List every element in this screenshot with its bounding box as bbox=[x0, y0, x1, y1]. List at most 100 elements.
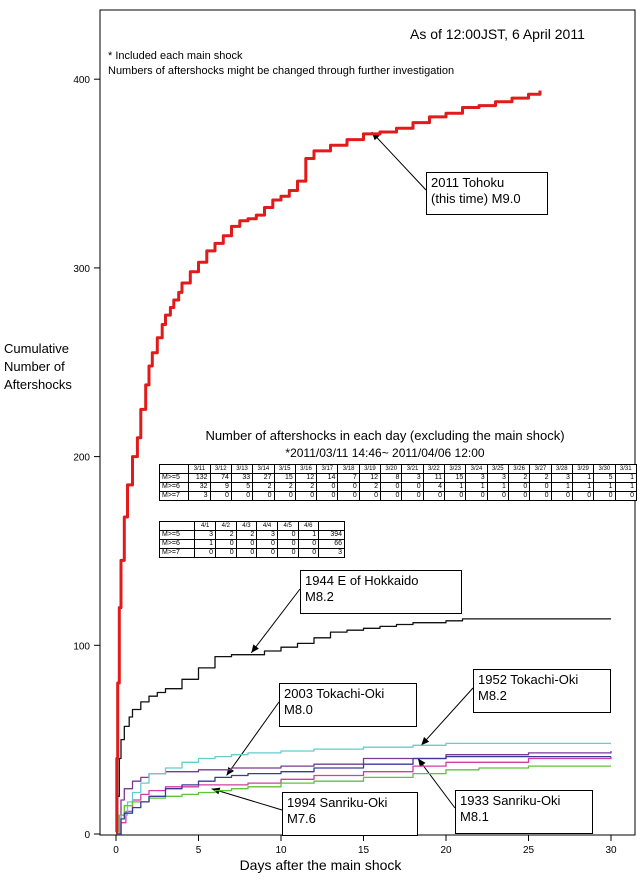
table-date-header: 4/2 bbox=[215, 521, 237, 531]
y-axis-label: Cumulative Number of Aftershocks bbox=[4, 340, 104, 394]
table-row: M>=5 132 74 33 27 15 12 14 7 12 8 3 11 15 3 3 2 2 3 1 5 1 bbox=[158, 473, 638, 483]
table-cell: 0 bbox=[593, 491, 616, 501]
table-cell: 11 bbox=[422, 473, 446, 483]
table-cell: 0 bbox=[380, 491, 403, 501]
table-cell: 12 bbox=[358, 473, 382, 483]
table-date-header: 4/4 bbox=[256, 521, 278, 531]
table-header-row: 3/11 3/12 3/13 3/14 3/15 3/16 3/17 3/18 3/19 3/20… bbox=[158, 464, 638, 474]
arrow-head bbox=[226, 766, 235, 776]
annotation-line: M7.6 bbox=[287, 811, 316, 826]
annotation-line: (this time) M9.0 bbox=[431, 191, 521, 206]
y-tick-label: 0 bbox=[84, 830, 90, 841]
table-date-header: 4/3 bbox=[235, 521, 258, 531]
y-axis-label-line: Cumulative bbox=[4, 341, 70, 356]
table-cell: 2 bbox=[507, 473, 531, 483]
table-cell: 3 bbox=[318, 548, 345, 558]
table-date-header: 3/14 bbox=[252, 464, 275, 474]
table-cell: 0 bbox=[297, 539, 320, 549]
table-cell: 0 bbox=[337, 491, 360, 501]
table-date-header: 3/12 bbox=[209, 464, 232, 474]
y-axis-label-line: Aftershocks bbox=[4, 377, 72, 392]
table-cell: 2 bbox=[529, 473, 552, 483]
series-line bbox=[116, 765, 611, 835]
table-cell: 0 bbox=[194, 548, 217, 558]
table-cell: 0 bbox=[422, 491, 446, 501]
table-cell: 0 bbox=[507, 491, 531, 501]
series-line bbox=[116, 618, 611, 833]
table-cell: 0 bbox=[337, 482, 360, 492]
table-cell: 0 bbox=[276, 548, 299, 558]
table-cell: 3 bbox=[194, 530, 217, 540]
table-cell: 1 bbox=[614, 473, 638, 483]
table-cell: 1 bbox=[593, 482, 616, 492]
y-tick-label: 100 bbox=[73, 641, 90, 652]
annotation-line: M8.0 bbox=[284, 702, 313, 717]
annotation-line: M8.2 bbox=[305, 589, 334, 604]
y-tick-label: 400 bbox=[73, 75, 90, 86]
table-date-header: 3/27 bbox=[529, 464, 552, 474]
series-line bbox=[116, 755, 611, 835]
annotation-line: 1944 E of Hokkaido bbox=[305, 573, 419, 588]
annotation-line: 1933 Sanriku-Oki bbox=[460, 793, 561, 808]
table-cell: 4 bbox=[422, 482, 446, 492]
annotation-line: 2011 Tohoku bbox=[431, 175, 505, 190]
table-cell: 1 bbox=[444, 482, 467, 492]
annotation-line: 1994 Sanriku-Oki bbox=[287, 795, 388, 810]
annotation-line: M8.2 bbox=[478, 688, 507, 703]
table-date-header: 3/15 bbox=[273, 464, 296, 474]
annotation-arrows bbox=[211, 131, 474, 811]
series-lines bbox=[115, 90, 612, 835]
table-cell: 1 bbox=[194, 539, 217, 549]
annotation-arrow bbox=[250, 588, 301, 654]
table-cell: 0 bbox=[529, 482, 552, 492]
table-row-label: M>=7 bbox=[158, 548, 196, 558]
annotation-2003-tokachi-oki: 2003 Tokachi-Oki M8.0 bbox=[279, 683, 417, 727]
series-line bbox=[115, 90, 542, 834]
annotation-arrow bbox=[420, 687, 474, 746]
table-cell: 0 bbox=[401, 482, 424, 492]
table-date-header: 3/17 bbox=[316, 464, 339, 474]
table-date-header: 3/13 bbox=[230, 464, 254, 474]
table-row-label: M>=5 bbox=[158, 530, 196, 540]
arrow-head bbox=[421, 737, 430, 746]
y-tick-label: 300 bbox=[73, 264, 90, 275]
daily-aftershock-table-march: 3/11 3/12 3/13 3/14 3/15 3/16 3/17 3/18 3/19 3/20… bbox=[158, 464, 638, 501]
table-date-header: 3/24 bbox=[465, 464, 488, 474]
table-cell: 0 bbox=[465, 491, 488, 501]
table-cell: 0 bbox=[571, 491, 595, 501]
table-cell: 0 bbox=[235, 548, 258, 558]
table-title: Number of aftershocks in each day (exclu… bbox=[205, 428, 565, 443]
table-cell: 3 bbox=[188, 491, 211, 501]
table-date-header: 3/31 bbox=[614, 464, 638, 474]
y-tick-label: 200 bbox=[73, 453, 90, 464]
table-header-row: 4/1 4/2 4/3 4/4 4/5 4/6 bbox=[158, 521, 345, 531]
x-tick-label: 0 bbox=[113, 845, 119, 856]
annotation-1944-hokkaido: 1944 E of Hokkaido M8.2 bbox=[300, 570, 462, 614]
table-row: M>=6 32 9 5 2 2 2 0 0 2 0 0 4 1 1 1 0 0 1 1 1 1 bbox=[158, 482, 638, 492]
table-row: M>=5 3 2 2 3 0 1 394 bbox=[158, 530, 345, 540]
table-cell: 32 bbox=[188, 482, 211, 492]
table-cell: 8 bbox=[380, 473, 403, 483]
table-cell: 3 bbox=[401, 473, 424, 483]
table-cell: 15 bbox=[444, 473, 467, 483]
table-cell: 27 bbox=[252, 473, 275, 483]
table-cell: 0 bbox=[276, 530, 299, 540]
table-cell: 2 bbox=[235, 530, 258, 540]
x-tick-label: 15 bbox=[358, 845, 370, 856]
annotation-1994-sanriku-oki: 1994 Sanriku-Oki M7.6 bbox=[282, 792, 418, 836]
table-date-header: 3/18 bbox=[337, 464, 360, 474]
table-cell: 0 bbox=[380, 482, 403, 492]
table-cell: 66 bbox=[318, 539, 345, 549]
arrow-head bbox=[417, 758, 426, 768]
table-cell: 2 bbox=[252, 482, 275, 492]
x-axis-label: Days after the main shock bbox=[239, 857, 402, 873]
table-cell: 0 bbox=[209, 491, 232, 501]
table-cell: 0 bbox=[215, 548, 237, 558]
series-line bbox=[116, 742, 611, 835]
table-cell: 5 bbox=[593, 473, 616, 483]
table-row: M>=7 0 0 0 0 0 0 3 bbox=[158, 548, 345, 558]
table-cell: 14 bbox=[316, 473, 339, 483]
as-of-label: As of 12:00JST, 6 April 2011 bbox=[410, 26, 585, 42]
table-cell: 12 bbox=[294, 473, 318, 483]
x-tick-label: 20 bbox=[440, 845, 452, 856]
